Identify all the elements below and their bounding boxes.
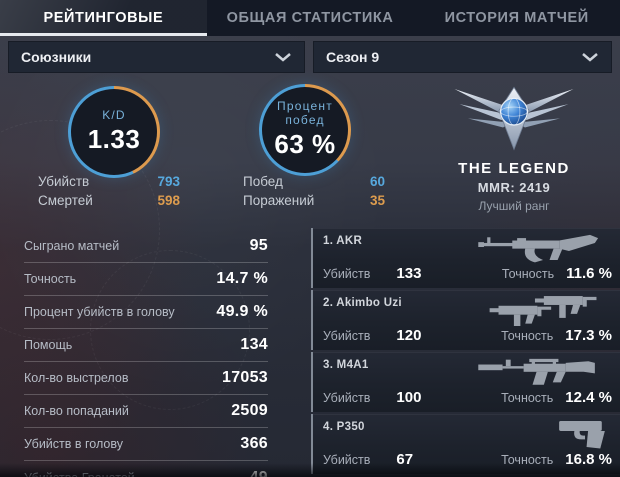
kills-value: 793 bbox=[157, 174, 180, 189]
weapon-stats-row: Убийств 133 Точность 11.6 % bbox=[323, 265, 612, 282]
tab-rating[interactable]: РЕЙТИНГОВЫЕ bbox=[0, 0, 207, 36]
wins-value: 60 bbox=[369, 174, 385, 189]
tab-match-history[interactable]: ИСТОРИЯ МАТЧЕЙ bbox=[444, 10, 589, 26]
table-row: Убийства Гранатой 49 bbox=[24, 468, 268, 477]
table-row: Сыграно матчей 95 bbox=[24, 230, 268, 263]
deaths-value: 598 bbox=[157, 193, 180, 208]
weapon-stats-row: Убийств 120 Точность 17.3 % bbox=[323, 327, 612, 344]
team-dropdown[interactable]: Союзники bbox=[8, 41, 305, 73]
weapon-stats-row: Убийств 67 Точность 16.8 % bbox=[323, 451, 612, 468]
tab-general-stats[interactable]: ОБЩАЯ СТАТИСТИКА bbox=[226, 10, 394, 26]
weapon-name: 2. Akimbo Uzi bbox=[323, 297, 402, 309]
stats-table: Сыграно матчей 95 Точность 14.7 % Процен… bbox=[24, 230, 268, 477]
weapon-name: 4. P350 bbox=[323, 421, 365, 433]
top-weapons-list: 1. AKR Убийств 133 Точность 11.6 % bbox=[311, 228, 620, 476]
rank-name: THE LEGEND bbox=[458, 160, 570, 177]
tab-bar: РЕЙТИНГОВЫЕ ОБЩАЯ СТАТИСТИКА ИСТОРИЯ МАТ… bbox=[0, 0, 620, 36]
wins-label: Побед bbox=[243, 174, 283, 189]
kills-row: Убийств 793 bbox=[38, 174, 180, 189]
kd-ring: K/D 1.33 bbox=[68, 86, 160, 178]
legend-rank-emblem-icon bbox=[454, 86, 574, 151]
losses-row: Поражений 35 bbox=[243, 193, 385, 208]
season-dropdown-value: Сезон 9 bbox=[326, 49, 380, 65]
weapon-name: 1. AKR bbox=[323, 235, 363, 247]
kd-value: 1.33 bbox=[87, 124, 141, 155]
weapon-card: 2. Akimbo Uzi bbox=[311, 290, 620, 350]
table-row: Кол-во выстрелов 17053 bbox=[24, 362, 268, 395]
kd-label: K/D bbox=[102, 107, 126, 122]
weapon-stats-row: Убийств 100 Точность 12.4 % bbox=[323, 389, 612, 406]
m4a1-rifle-icon bbox=[464, 354, 614, 388]
weapon-card: 1. AKR Убийств 133 Точность 11.6 % bbox=[311, 228, 620, 288]
season-dropdown[interactable]: Сезон 9 bbox=[313, 41, 612, 73]
deaths-label: Смертей bbox=[38, 193, 93, 208]
wins-row: Побед 60 bbox=[243, 174, 385, 189]
table-row: Точность 14.7 % bbox=[24, 263, 268, 296]
weapon-card: 3. M4A1 Убийств 100 Точност bbox=[311, 352, 620, 412]
rank-block: THE LEGEND MMR: 2419 Лучший ранг bbox=[428, 84, 600, 213]
akr-rifle-icon bbox=[464, 230, 614, 264]
chevron-down-icon bbox=[275, 53, 291, 62]
p350-pistol-icon bbox=[559, 418, 608, 450]
weapon-card: 4. P350 Убийств 67 Точность 16.8 % bbox=[311, 414, 620, 474]
chevron-down-icon bbox=[582, 53, 598, 62]
table-row: Процент убийств в голову 49.9 % bbox=[24, 296, 268, 329]
table-row: Помощь 134 bbox=[24, 329, 268, 362]
losses-value: 35 bbox=[369, 193, 385, 208]
kd-gauge: K/D 1.33 bbox=[71, 89, 157, 175]
table-row: Убийств в голову 366 bbox=[24, 428, 268, 461]
rank-mmr: MMR: 2419 bbox=[477, 180, 551, 195]
winrate-ring: Процент побед 63 % bbox=[259, 84, 351, 176]
table-row: Кол-во попаданий 2509 bbox=[24, 395, 268, 428]
kills-label: Убийств bbox=[38, 174, 90, 189]
winrate-value: 63 % bbox=[274, 129, 336, 160]
rank-caption: Лучший ранг bbox=[478, 199, 550, 213]
akimbo-uzi-icon bbox=[464, 292, 614, 326]
weapon-name: 3. M4A1 bbox=[323, 359, 369, 371]
team-dropdown-value: Союзники bbox=[21, 49, 92, 65]
deaths-row: Смертей 598 bbox=[38, 193, 180, 208]
winrate-label: Процент побед bbox=[277, 98, 333, 127]
winrate-gauge: Процент побед 63 % bbox=[262, 87, 348, 173]
losses-label: Поражений bbox=[243, 193, 315, 208]
